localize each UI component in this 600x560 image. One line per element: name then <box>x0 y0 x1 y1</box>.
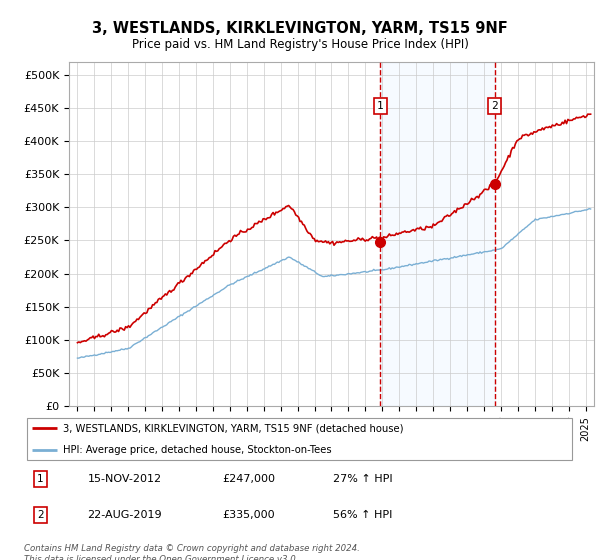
Text: £335,000: £335,000 <box>223 510 275 520</box>
Text: Price paid vs. HM Land Registry's House Price Index (HPI): Price paid vs. HM Land Registry's House … <box>131 38 469 50</box>
Bar <box>380 62 494 406</box>
Text: Contains HM Land Registry data © Crown copyright and database right 2024.
This d: Contains HM Land Registry data © Crown c… <box>24 544 360 560</box>
Text: 2: 2 <box>37 510 44 520</box>
Text: 2: 2 <box>491 101 498 111</box>
Text: 27% ↑ HPI: 27% ↑ HPI <box>333 474 393 484</box>
Text: 3, WESTLANDS, KIRKLEVINGTON, YARM, TS15 9NF: 3, WESTLANDS, KIRKLEVINGTON, YARM, TS15 … <box>92 21 508 36</box>
Text: 56% ↑ HPI: 56% ↑ HPI <box>333 510 392 520</box>
Text: 3, WESTLANDS, KIRKLEVINGTON, YARM, TS15 9NF (detached house): 3, WESTLANDS, KIRKLEVINGTON, YARM, TS15 … <box>62 423 403 433</box>
Text: 22-AUG-2019: 22-AUG-2019 <box>88 510 162 520</box>
Text: 15-NOV-2012: 15-NOV-2012 <box>88 474 161 484</box>
Text: 1: 1 <box>377 101 383 111</box>
Text: 1: 1 <box>37 474 44 484</box>
Text: £247,000: £247,000 <box>223 474 276 484</box>
FancyBboxPatch shape <box>27 418 572 460</box>
Text: HPI: Average price, detached house, Stockton-on-Tees: HPI: Average price, detached house, Stoc… <box>62 445 331 455</box>
